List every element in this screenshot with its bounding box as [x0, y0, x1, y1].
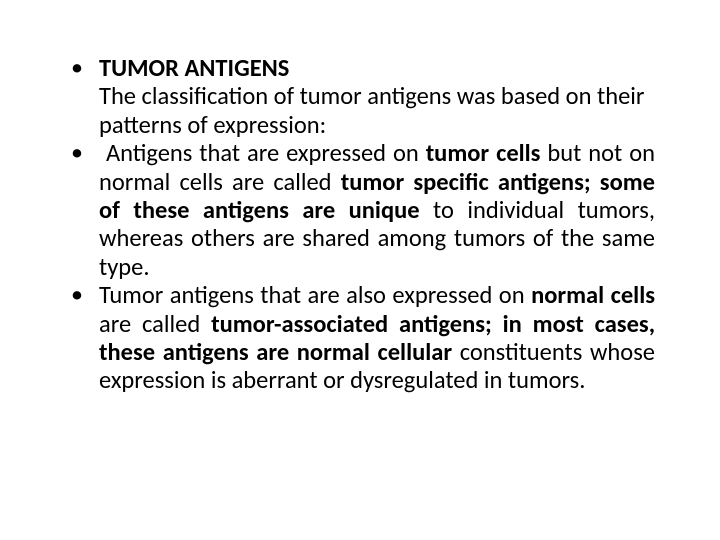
bullet-2-run-1: tumor cells	[426, 138, 548, 168]
bullet-1: TUMOR ANTIGENS The classification of tum…	[65, 54, 655, 139]
bullet-3-run-0: Tumor antigens that are also expressed o…	[99, 280, 531, 310]
bullet-3: Tumor antigens that are also expressed o…	[65, 281, 655, 395]
leading-space	[99, 138, 106, 168]
bullet-1-run-0: The classification of tumor antigens was…	[99, 81, 644, 139]
bullet-1-title: TUMOR ANTIGENS	[99, 53, 289, 83]
bullet-list: TUMOR ANTIGENS The classification of tum…	[65, 54, 655, 395]
bullet-2: Antigens that are expressed on tumor cel…	[65, 139, 655, 281]
slide: TUMOR ANTIGENS The classification of tum…	[65, 54, 655, 395]
bullet-3-run-2: are called	[99, 309, 211, 339]
bullet-1-subtext: The classification of tumor antigens was…	[99, 82, 655, 139]
bullet-2-run-0: Antigens that are expressed on	[106, 138, 426, 168]
bullet-3-run-1: normal cells	[531, 280, 655, 310]
